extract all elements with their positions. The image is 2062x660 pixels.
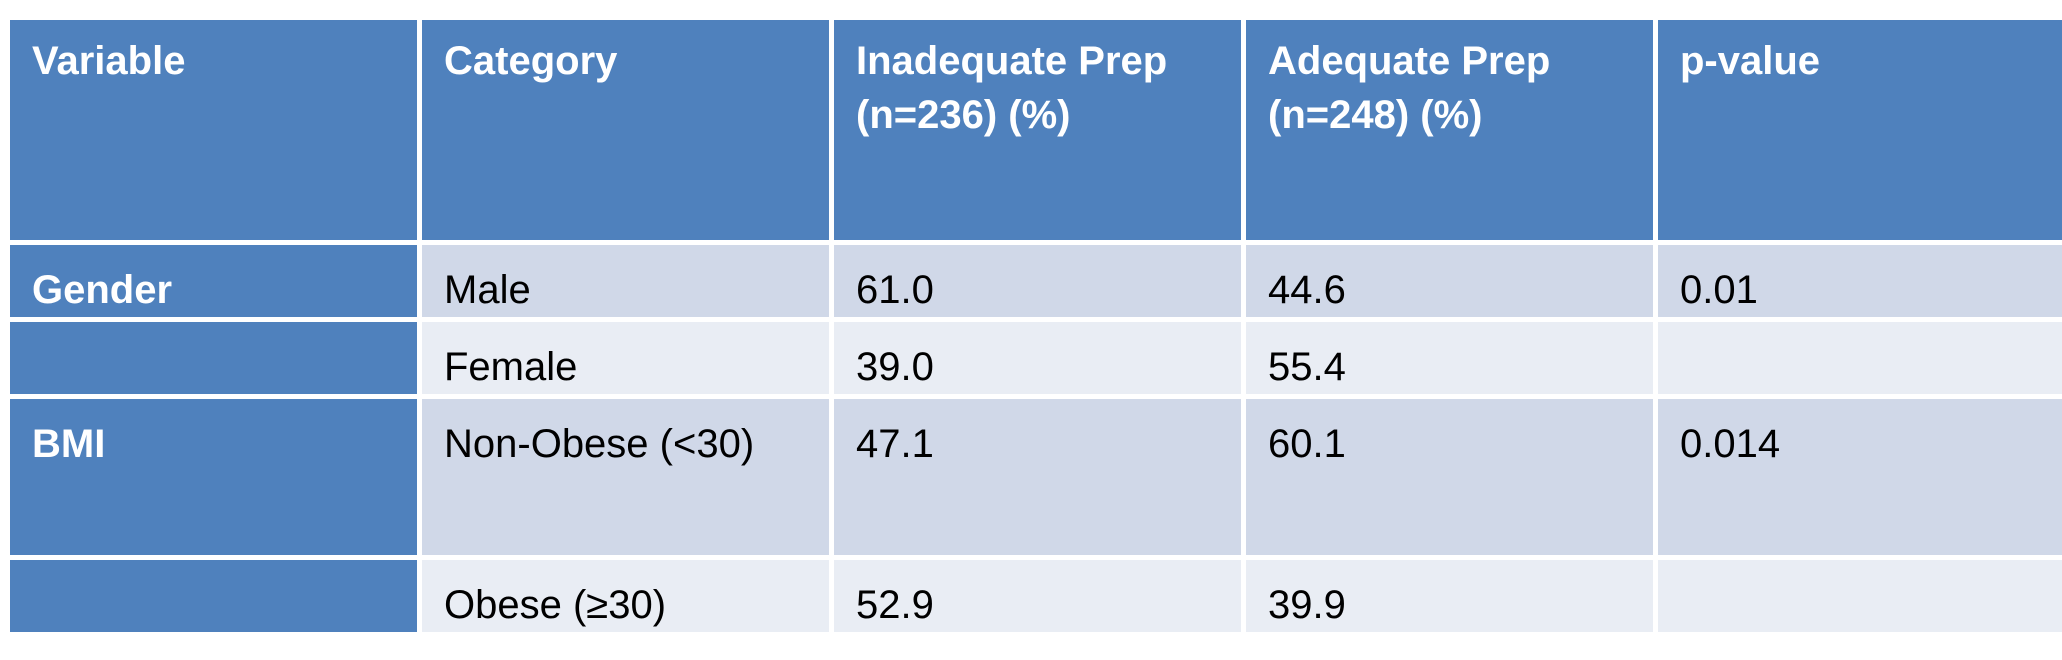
cell-adequate: 60.1 [1246,399,1653,555]
header-p-value: p-value [1658,20,2062,240]
header-category-line1: Category [444,39,618,83]
cell-adequate: 44.6 [1246,245,1653,317]
table-row: Female 39.0 55.4 [10,322,2062,394]
cell-inadequate: 52.9 [834,560,1241,632]
header-adequate-line1: Adequate Prep [1268,39,1551,83]
cell-variable: Gender [10,245,417,317]
cell-p-value: 0.014 [1658,399,2062,555]
cell-p-value [1658,322,2062,394]
cell-inadequate: 61.0 [834,245,1241,317]
table-row: BMI Non-Obese (<30) 47.1 60.1 0.014 [10,399,2062,555]
header-category: Category [422,20,829,240]
table-row: Obese (≥30) 52.9 39.9 [10,560,2062,632]
header-variable-line1: Variable [32,39,186,83]
results-table: Variable Category Inadequate Prep (n=236… [5,15,2062,637]
cell-category: Non-Obese (<30) [422,399,829,555]
cell-p-value [1658,560,2062,632]
table-row: Gender Male 61.0 44.6 0.01 [10,245,2062,317]
header-p-value-line1: p-value [1680,39,1821,83]
cell-variable: BMI [10,399,417,555]
cell-adequate: 39.9 [1246,560,1653,632]
header-adequate-line2: (n=248) (%) [1268,93,1483,137]
cell-adequate: 55.4 [1246,322,1653,394]
header-adequate-prep: Adequate Prep (n=248) (%) [1246,20,1653,240]
cell-p-value: 0.01 [1658,245,2062,317]
header-inadequate-prep: Inadequate Prep (n=236) (%) [834,20,1241,240]
header-row: Variable Category Inadequate Prep (n=236… [10,20,2062,240]
cell-inadequate: 39.0 [834,322,1241,394]
cell-category: Obese (≥30) [422,560,829,632]
cell-variable [10,560,417,632]
header-variable: Variable [10,20,417,240]
cell-category: Male [422,245,829,317]
cell-inadequate: 47.1 [834,399,1241,555]
cell-variable [10,322,417,394]
header-inadequate-line2: (n=236) (%) [856,93,1071,137]
cell-category: Female [422,322,829,394]
header-inadequate-line1: Inadequate Prep [856,39,1168,83]
